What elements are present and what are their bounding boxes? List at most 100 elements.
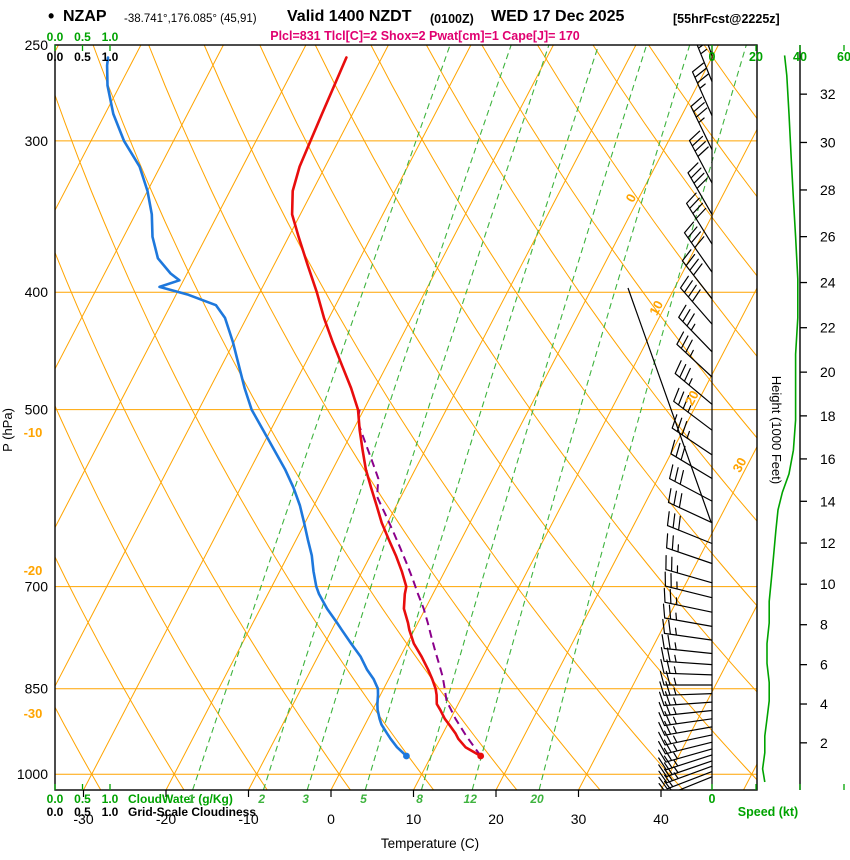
wind-barb <box>658 771 713 790</box>
dry-adiabat-line <box>55 706 102 790</box>
dry-adiabat-line <box>148 45 601 790</box>
speed-tick-label: 60 <box>837 50 850 64</box>
profiles <box>105 56 482 758</box>
wind-barb <box>660 659 713 676</box>
cloudiness-tick-label: 0.5 <box>74 50 91 64</box>
temp-tick-label: 0 <box>327 811 335 827</box>
temp-tick-label: -20 <box>156 811 176 827</box>
wind-barb <box>661 634 713 655</box>
mixing-ratio-line <box>262 45 512 790</box>
wind-barb <box>679 275 713 325</box>
isotherm-labels: 0 10 20 30 <box>623 191 750 475</box>
dewpoint-curve <box>105 56 408 758</box>
wind-barb <box>662 603 713 627</box>
height-tick-label: 4 <box>820 696 828 712</box>
wind-barb <box>663 587 713 613</box>
wind-barb <box>658 730 713 746</box>
wind-barb <box>659 670 713 686</box>
height-tick-label: 2 <box>820 735 828 751</box>
station-name: NZAP <box>63 8 107 25</box>
cloudiness-tick-label: 0.0 <box>47 50 64 64</box>
dry-adiabat-line <box>481 45 757 439</box>
dry-adiabat-line <box>203 45 684 790</box>
temp-tick-label: 10 <box>406 811 422 827</box>
cloudwater-tick-label: 0.0 <box>47 30 64 44</box>
cloudiness-tick-label: 0.5 <box>74 805 91 819</box>
cloudwater-tick-label: 0.0 <box>47 792 64 806</box>
wind-barb <box>683 221 713 273</box>
temp-tick-label: 40 <box>653 811 669 827</box>
mixing-ratio-label: 20 <box>529 792 544 806</box>
height-tick-label: 10 <box>820 576 836 592</box>
dry-adiabat-line <box>55 555 185 790</box>
isotherm-line <box>660 604 757 790</box>
isotherm-label: 20 <box>682 388 702 408</box>
wind-barb <box>688 130 713 184</box>
dry-adiabat-line <box>92 45 517 790</box>
height-tick-label: 16 <box>820 451 836 467</box>
cloudwater-scale: 0.0 0.0 0.5 0.5 1.0 1.0 CloudWater (g/Kg) <box>47 30 233 806</box>
indices-line: Plcl=831 Tlcl[C]=2 Shox=2 Pwat[cm]=1 Cap… <box>270 29 580 43</box>
dry-adiabat-line <box>425 45 757 522</box>
dry-adiabat-labels: -10 -20 -30 <box>24 425 43 721</box>
cloudwater-axis-title: CloudWater (g/Kg) <box>128 792 233 806</box>
mixing-ratio-line <box>420 45 648 790</box>
wind-barb <box>666 533 713 565</box>
isotherm-line <box>83 45 472 790</box>
dry-adiabat-line <box>55 404 268 790</box>
wind-barb <box>669 464 713 502</box>
pressure-tick-label: 400 <box>25 284 49 300</box>
isotherm-line <box>413 128 757 790</box>
wind-barb <box>658 765 713 784</box>
height-tick-label: 28 <box>820 182 836 198</box>
dry-adiabat-line <box>55 251 351 790</box>
isotherm-line <box>55 45 389 688</box>
wind-barb <box>674 360 713 405</box>
cloudiness-axis-title: Grid-Scale Cloudiness <box>128 805 256 819</box>
height-tick-label: 24 <box>820 275 836 291</box>
wind-barb <box>658 754 713 771</box>
height-tick-label: 20 <box>820 364 836 380</box>
wind-barb <box>658 747 713 763</box>
dry-adiabat-line <box>259 45 757 781</box>
plot-border <box>54 44 758 791</box>
forecast-info: [55hrFcst@2225z] <box>673 12 780 26</box>
cloudiness-tick-label: 1.0 <box>102 805 119 819</box>
cloudiness-tick-label: 0.0 <box>47 805 64 819</box>
mixing-ratio-line <box>471 45 691 790</box>
height-tick-label: 32 <box>820 86 836 102</box>
mixing-ratio-line <box>364 45 600 790</box>
isotherm-line <box>55 45 224 370</box>
pressure-tick-label: 500 <box>25 402 49 418</box>
temp-tick-label: -10 <box>238 811 258 827</box>
isotherm-label: 30 <box>729 455 749 475</box>
dry-adiabat-label: -30 <box>24 706 43 721</box>
wind-barb <box>658 720 713 736</box>
cloudwater-tick-label: 0.5 <box>74 792 91 806</box>
isotherm-line <box>578 445 757 790</box>
pressure-tick-label: 300 <box>25 133 49 149</box>
isotherm-line <box>55 45 142 212</box>
pressure-axis-title: P (hPa) <box>0 408 15 452</box>
wind-barb <box>686 192 713 245</box>
station-coordinates: -38.741°,176.085° (45,91) <box>124 13 257 25</box>
temp-tick-label: 20 <box>488 811 504 827</box>
temp-tick-label: -30 <box>73 811 93 827</box>
wind-barb <box>658 776 713 790</box>
cloudwater-tick-label: 1.0 <box>102 792 119 806</box>
mixing-ratio-label: 5 <box>360 792 367 806</box>
isotherm-label: 10 <box>646 298 666 318</box>
wind-speed-curve <box>761 55 799 783</box>
cloudiness-tick-label: 1.0 <box>102 50 119 64</box>
height-tick-label: 8 <box>820 617 828 633</box>
isotherm-line <box>330 45 719 790</box>
mixing-ratio-line <box>538 45 747 790</box>
temperature-axis-labels: -30 -20 -10 0 10 20 30 40 <box>73 790 669 827</box>
height-axis-title: Height (1000 Feet) <box>769 376 784 484</box>
surface-dewpoint-dot <box>403 752 410 760</box>
height-tick-label: 6 <box>820 657 828 673</box>
mixing-ratio-label: 12 <box>464 792 478 806</box>
mixing-ratio-label: 2 <box>257 792 265 806</box>
dry-adiabat-line <box>55 93 434 790</box>
wind-barb <box>658 739 713 755</box>
